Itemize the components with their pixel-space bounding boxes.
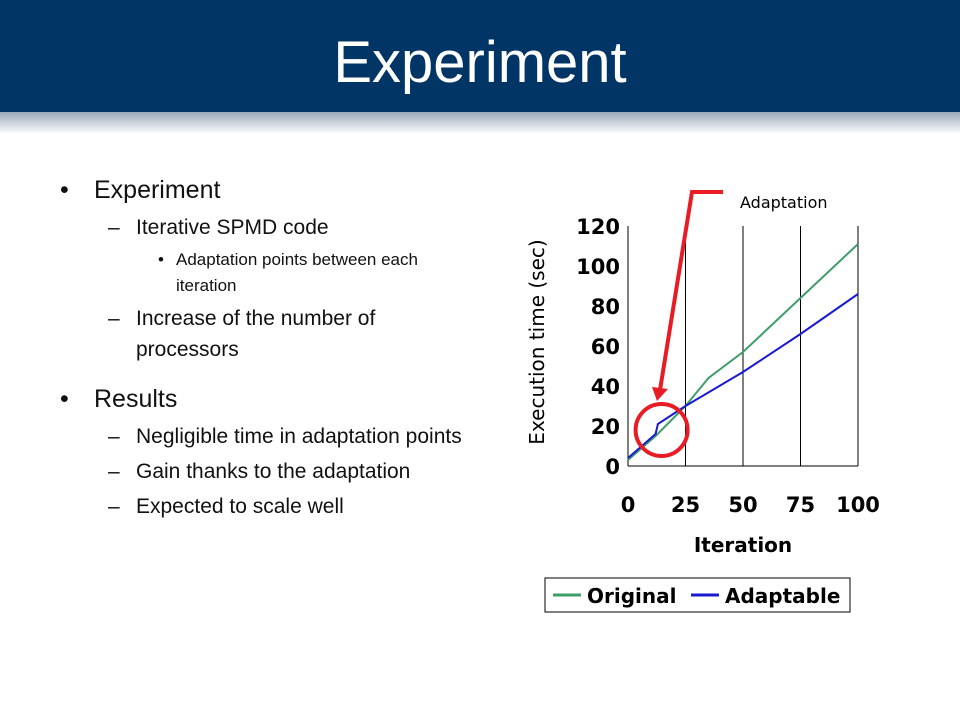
bullet-marker: •: [60, 385, 69, 413]
bullet-level-1: • Results: [58, 381, 478, 417]
bullet-text: Results: [94, 385, 178, 413]
execution-time-chart: 0 20 40 60 80 100 120 0 25 50 75 100 Iteration Execut…: [525, 190, 880, 613]
bullet-text: Iterative SPMD code: [136, 216, 329, 239]
title-bar-shadow: [0, 112, 960, 134]
x-tick-label: 25: [671, 493, 700, 517]
bullet-gap: [58, 365, 478, 381]
bullet-marker: •: [158, 250, 164, 269]
legend-label-original: Original: [587, 584, 676, 608]
bullet-level-2: – Expected to scale well: [58, 491, 478, 522]
y-tick-label: 80: [591, 295, 620, 319]
annotation-label: Adaptation: [740, 193, 828, 212]
y-tick-label: 20: [591, 415, 620, 439]
bullet-text: Expected to scale well: [136, 495, 344, 518]
x-axis-label: Iteration: [694, 533, 792, 557]
bullet-text: Gain thanks to the adaptation: [136, 460, 411, 483]
bullet-level-1: • Experiment: [58, 172, 478, 208]
y-tick-label: 40: [591, 375, 620, 399]
x-tick-label: 75: [786, 493, 815, 517]
y-tick-label: 0: [605, 455, 620, 479]
bullet-level-2: – Gain thanks to the adaptation: [58, 456, 478, 487]
bullet-level-2: – Iterative SPMD code: [58, 212, 478, 243]
x-tick-label: 50: [728, 493, 757, 517]
legend-label-adaptable: Adaptable: [725, 584, 840, 608]
y-axis-label: Execution time (sec): [525, 239, 549, 444]
bullet-level-2: – Increase of the number of processors: [58, 303, 478, 365]
bullet-marker: •: [60, 176, 69, 204]
bullet-text: Experiment: [94, 176, 221, 204]
y-tick-label: 60: [591, 335, 620, 359]
bullet-text: Negligible time in adaptation points: [136, 425, 462, 448]
slide-title: Experiment: [333, 30, 627, 95]
bullet-level-3: • Adaptation points between each iteratio…: [58, 247, 478, 299]
bullet-level-2: – Negligible time in adaptation points: [58, 421, 478, 452]
bullet-text: Increase of the number of processors: [136, 307, 376, 361]
dash-marker: –: [108, 425, 120, 448]
dash-marker: –: [108, 495, 120, 518]
bullet-list: • Experiment – Iterative SPMD code • Adaptati…: [58, 172, 478, 522]
dash-marker: –: [108, 307, 120, 330]
y-tick-label: 100: [576, 255, 620, 279]
title-bar: [0, 0, 960, 112]
series-line-original: [627, 243, 859, 461]
dash-marker: –: [108, 460, 120, 483]
series-line-adaptable: [627, 293, 859, 459]
dash-marker: –: [108, 216, 120, 239]
adaptation-circle: [633, 402, 690, 458]
adaptation-arrow-head: [652, 387, 668, 401]
x-tick-label: 0: [621, 493, 636, 517]
x-tick-label: 100: [836, 493, 880, 517]
bullet-text: Adaptation points between each iteration: [176, 250, 418, 295]
adaptation-arrow: [658, 190, 723, 391]
y-tick-label: 120: [576, 215, 620, 239]
